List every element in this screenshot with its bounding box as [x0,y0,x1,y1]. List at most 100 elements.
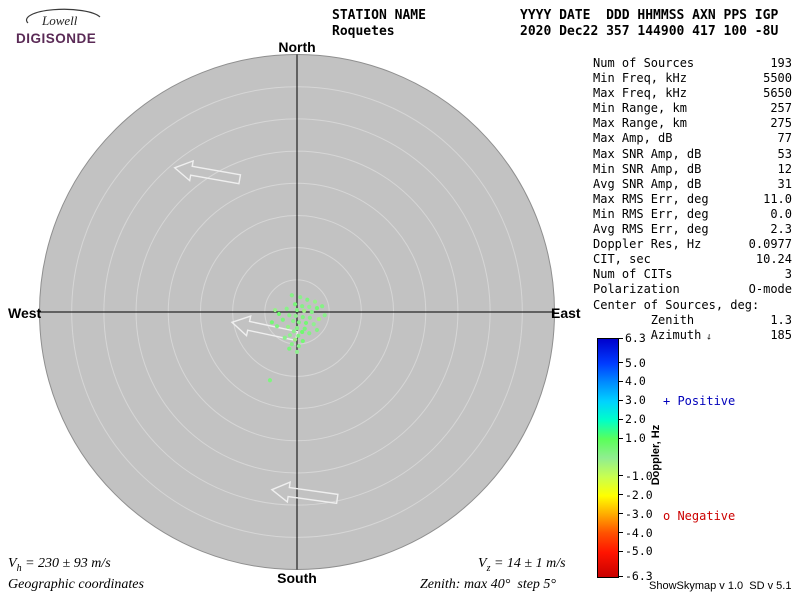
tick-mark [619,437,623,439]
stat-row: Num of CITs 3 [593,267,792,282]
source-dot [291,318,296,324]
lowell-digisonde-logo: Lowell DIGISONDE [8,4,128,48]
source-dot [305,297,310,302]
stat-row: Max RMS Err, deg 11.0 [593,192,792,207]
tick-mark [619,550,623,552]
stat-row: CIT, sec 10.24 [593,252,792,267]
stat-value: 0.0 [770,206,792,221]
horizontal-velocity-label: Vh = 230 ± 93 m/s [8,556,111,574]
colorbar-tick: -1.0 [619,469,653,483]
tick-mark [619,418,623,420]
logo-lowell-text: Lowell [42,13,78,28]
azimuth-direction-icon: ↑ [705,330,713,343]
stat-value: 31 [777,176,792,191]
tick-label: -6.3 [625,569,653,583]
source-dot [309,309,314,315]
source-dot [302,326,307,331]
colorbar-tick: 6.3 [619,331,646,345]
source-dot [307,304,312,309]
vz-var: V [478,556,487,571]
stat-row: Max Amp, dB 77 [593,131,792,146]
stat-row: Avg RMS Err, deg 2.3 [593,222,792,237]
stat-value: 10.24 [755,252,792,267]
coordinates-label: Geographic coordinates [8,577,144,592]
stat-value: 5650 [763,86,792,101]
source-dot [282,335,287,340]
source-dot [289,342,294,347]
stat-label: Polarization [593,282,680,297]
source-dot [300,338,305,344]
negative-doppler-legend: o Negative [663,509,736,523]
software-version-label: ShowSkymap v 1.0 SD v 5.1 [649,580,792,592]
stat-row: Min Freq, kHz 5500 [593,71,792,86]
positive-doppler-legend: + Positive [663,394,736,408]
stat-row: Min Range, km 257 [593,101,792,116]
stat-row: Max Range, km 275 [593,116,792,131]
stat-label: CIT, sec [593,252,651,267]
stat-value: 77 [777,131,792,146]
stat-value: 193 [770,56,792,70]
station-name-value: Roquetes [332,24,395,39]
tick-label: -2.0 [625,487,653,502]
source-dot [314,327,320,333]
tick-label: -5.0 [625,544,653,559]
tick-mark [619,513,623,515]
source-dot [291,329,296,334]
tick-mark [619,362,623,364]
tick-mark [619,494,623,496]
stat-value: 185 [770,327,792,342]
compass-south-label: South [277,570,317,586]
tick-label: 5.0 [625,355,646,370]
stat-row: Num of Sources 193 [593,56,792,71]
source-dot [296,344,302,349]
stat-label: Doppler Res, Hz [593,237,702,252]
datetime-header: YYYY DATE DDD HHMMSS AXN PPS IGP [520,8,779,23]
colorbar-tick: 5.0 [619,356,646,370]
source-dot [314,306,320,311]
source-dot [269,320,274,325]
source-dot [303,320,309,326]
stat-label: Azimuth [593,327,702,342]
stat-row: Max Freq, kHz 5650 [593,86,792,101]
stat-label: Center of Sources, deg: [593,297,760,312]
source-dot [273,307,278,313]
source-dot [320,304,325,309]
stat-value: 2.3 [770,222,792,237]
stat-label: Zenith [593,312,695,327]
stat-label: Max SNR Amp, dB [593,146,702,161]
vertical-velocity-label: Vz = 14 ± 1 m/s [478,556,566,574]
vz-value: = 14 ± 1 m/s [490,556,566,571]
source-dot [296,333,301,338]
source-dot [287,313,292,318]
stat-value: O-mode [748,282,792,297]
source-dot [292,337,298,342]
source-dot [312,299,318,304]
compass-west-label: West [8,305,42,321]
drift-arrow [173,159,242,185]
tick-label: 2.0 [625,412,646,427]
stat-value: 12 [777,161,792,176]
source-dot [311,322,316,327]
tick-label: 1.0 [625,431,646,446]
colorbar-tick: -5.0 [619,544,653,558]
colorbar-tick: -4.0 [619,526,653,540]
source-dot [294,307,300,313]
source-dot [300,304,305,309]
stats-panel: Num of Sources 193 Min Freq, kHz 5500 Max Fr… [593,56,792,344]
tick-label: -3.0 [625,506,653,521]
stat-row: Max SNR Amp, dB 53 [593,147,792,162]
source-dot [280,317,285,322]
tick-mark [619,399,623,401]
station-name-header: STATION NAME [332,8,426,23]
source-dot [289,293,294,298]
colorbar-tick: -3.0 [619,507,653,521]
source-dot [292,302,298,307]
stat-value: 5500 [763,71,792,86]
source-dot [307,331,312,336]
tick-label: 6.3 [625,331,646,345]
stat-row: Doppler Res, Hz 0.0977 [593,237,792,252]
source-dot [294,349,300,355]
source-dot [316,316,321,322]
stat-label: Max RMS Err, deg [593,191,709,206]
compass-east-label: East [551,305,581,321]
